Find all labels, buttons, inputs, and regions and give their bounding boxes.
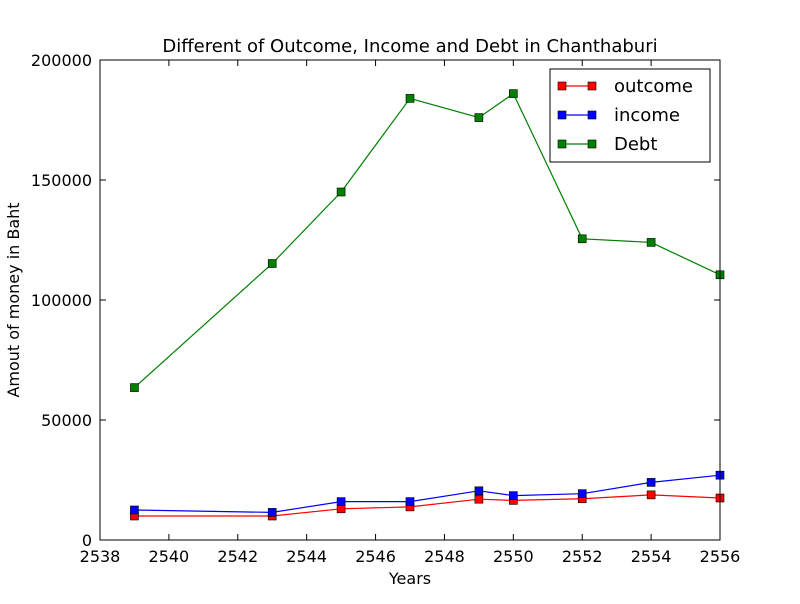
y-tick-label: 150000 [31,171,92,190]
x-tick-label: 2540 [149,547,190,566]
legend: outcome income Debt [549,68,711,163]
y-tick-label: 200000 [31,51,92,70]
data-point-income-2550 [509,491,518,500]
data-point-income-2549 [474,486,484,496]
y-tick-label: 50000 [41,411,92,430]
data-point-debt-2550 [509,89,518,98]
data-point-income-2554 [646,478,656,487]
legend-marker [587,81,597,91]
x-tick-label: 2552 [562,547,603,566]
x-tick-label: 2538 [80,547,121,566]
x-axis-label: Years [388,569,431,588]
x-tick-label: 2554 [631,547,672,566]
data-point-income-2543 [267,508,277,517]
x-tick-label: 2542 [217,547,258,566]
chart-title: Different of Outcome, Income and Debt in… [162,36,657,57]
tick-layer: 2538 2540 2542 2544 2546 2548 2550 2552 2554 2556… [31,51,740,566]
legend-label: income [614,105,680,126]
data-point-income-2539 [130,505,139,515]
data-point-outcome-2549 [474,494,484,504]
data-point-debt-2547 [405,94,415,103]
data-point-debt-2539 [130,383,139,392]
x-tick-label: 2546 [355,547,396,566]
y-tick-label: 0 [82,531,92,550]
y-tick-label: 100000 [31,291,92,310]
data-point-income-2547 [405,497,415,506]
legend-label: outcome [614,76,693,97]
data-point-outcome-2554 [646,490,656,500]
legend-label: Debt [614,134,657,155]
data-point-debt-2552 [577,234,587,244]
legend-marker [587,110,597,120]
data-point-debt-2549 [474,113,484,122]
data-point-income-2545 [336,497,346,506]
data-point-debt-2554 [646,238,656,247]
legend-marker [557,81,567,91]
x-tick-label: 2548 [424,547,465,566]
y-axis-label: Amout of money in Baht [4,202,23,397]
legend-item-outcome: outcome [557,76,693,97]
legend-item-debt: Debt [557,134,657,155]
legend-marker [587,139,597,149]
data-point-debt-2545 [336,187,346,197]
x-tick-label: 2556 [700,547,741,566]
data-point-debt-2543 [267,259,277,268]
x-tick-label: 2550 [493,547,534,566]
legend-item-income: income [557,105,680,126]
data-point-outcome-2545 [336,504,346,514]
legend-marker [557,110,567,120]
data-point-income-2552 [577,489,587,498]
x-tick-label: 2544 [286,547,327,566]
legend-marker [557,139,567,149]
